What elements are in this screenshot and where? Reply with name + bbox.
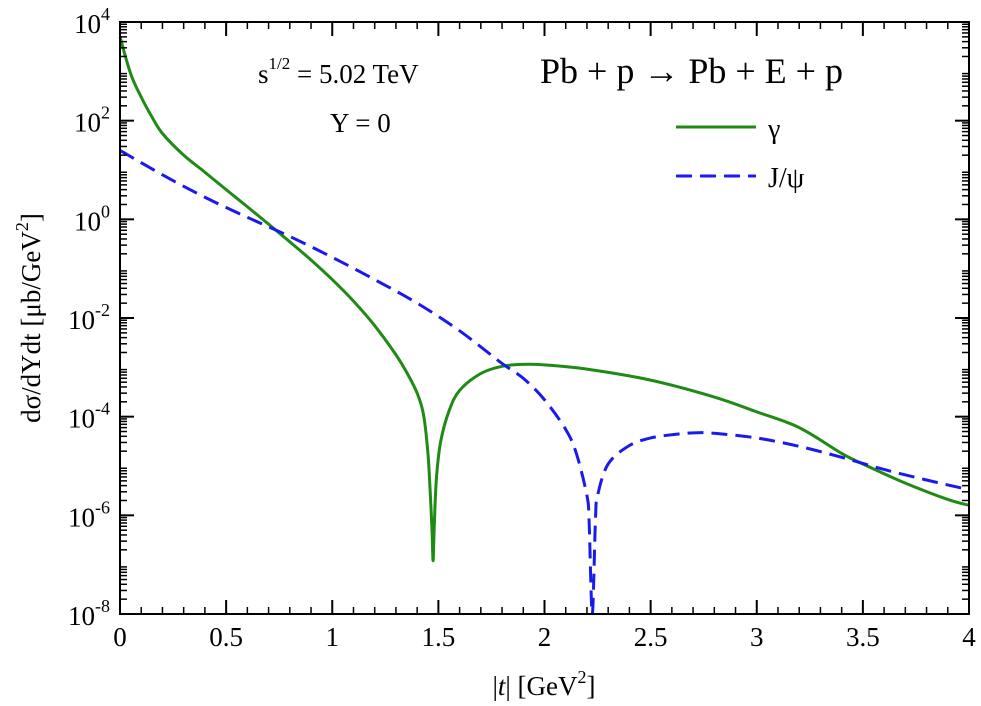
plot-curves — [118, 36, 970, 616]
x-tick-label: 0.5 — [209, 622, 243, 652]
process-annotation: Pb + p → Pb + E + p — [540, 51, 843, 91]
rapidity-annotation: Y = 0 — [330, 108, 391, 138]
x-tick-label: 2 — [538, 622, 552, 652]
x-tick-label: 1.5 — [422, 622, 456, 652]
x-tick-label: 0 — [113, 622, 127, 652]
x-tick-label: 3 — [750, 622, 764, 652]
tick-labels: 0 0.5 1 1.5 2 2.5 3 3.5 4 104 102 100 10-2 10-4 10-6 10… — [68, 4, 976, 652]
axis-ticks — [119, 21, 970, 615]
y-axis-title: dσ/dYdt [μb/GeV2] — [12, 213, 46, 423]
x-tick-label: 4 — [962, 622, 976, 652]
y-tick-label: 10-2 — [68, 300, 110, 335]
legend: γ J/ψ — [676, 114, 805, 194]
x-tick-label: 2.5 — [634, 622, 668, 652]
x-tick-label: 3.5 — [846, 622, 880, 652]
energy-annotation: s1/2 = 5.02 TeV — [258, 54, 419, 89]
legend-label-gamma: γ — [767, 114, 780, 145]
plot-frame — [119, 21, 970, 615]
series-jpsi-line — [119, 149, 970, 616]
y-tick-label: 10-4 — [68, 399, 110, 434]
series-gamma-line — [118, 36, 970, 563]
y-tick-label: 102 — [74, 103, 110, 138]
y-tick-label: 10-6 — [68, 497, 110, 532]
x-axis-title: |t| [GeV2] — [492, 667, 595, 701]
y-tick-label: 104 — [74, 4, 110, 39]
y-tick-label: 10-8 — [68, 596, 110, 631]
y-tick-label: 100 — [74, 201, 110, 236]
legend-label-jpsi: J/ψ — [768, 163, 805, 194]
x-tick-label: 1 — [326, 622, 340, 652]
